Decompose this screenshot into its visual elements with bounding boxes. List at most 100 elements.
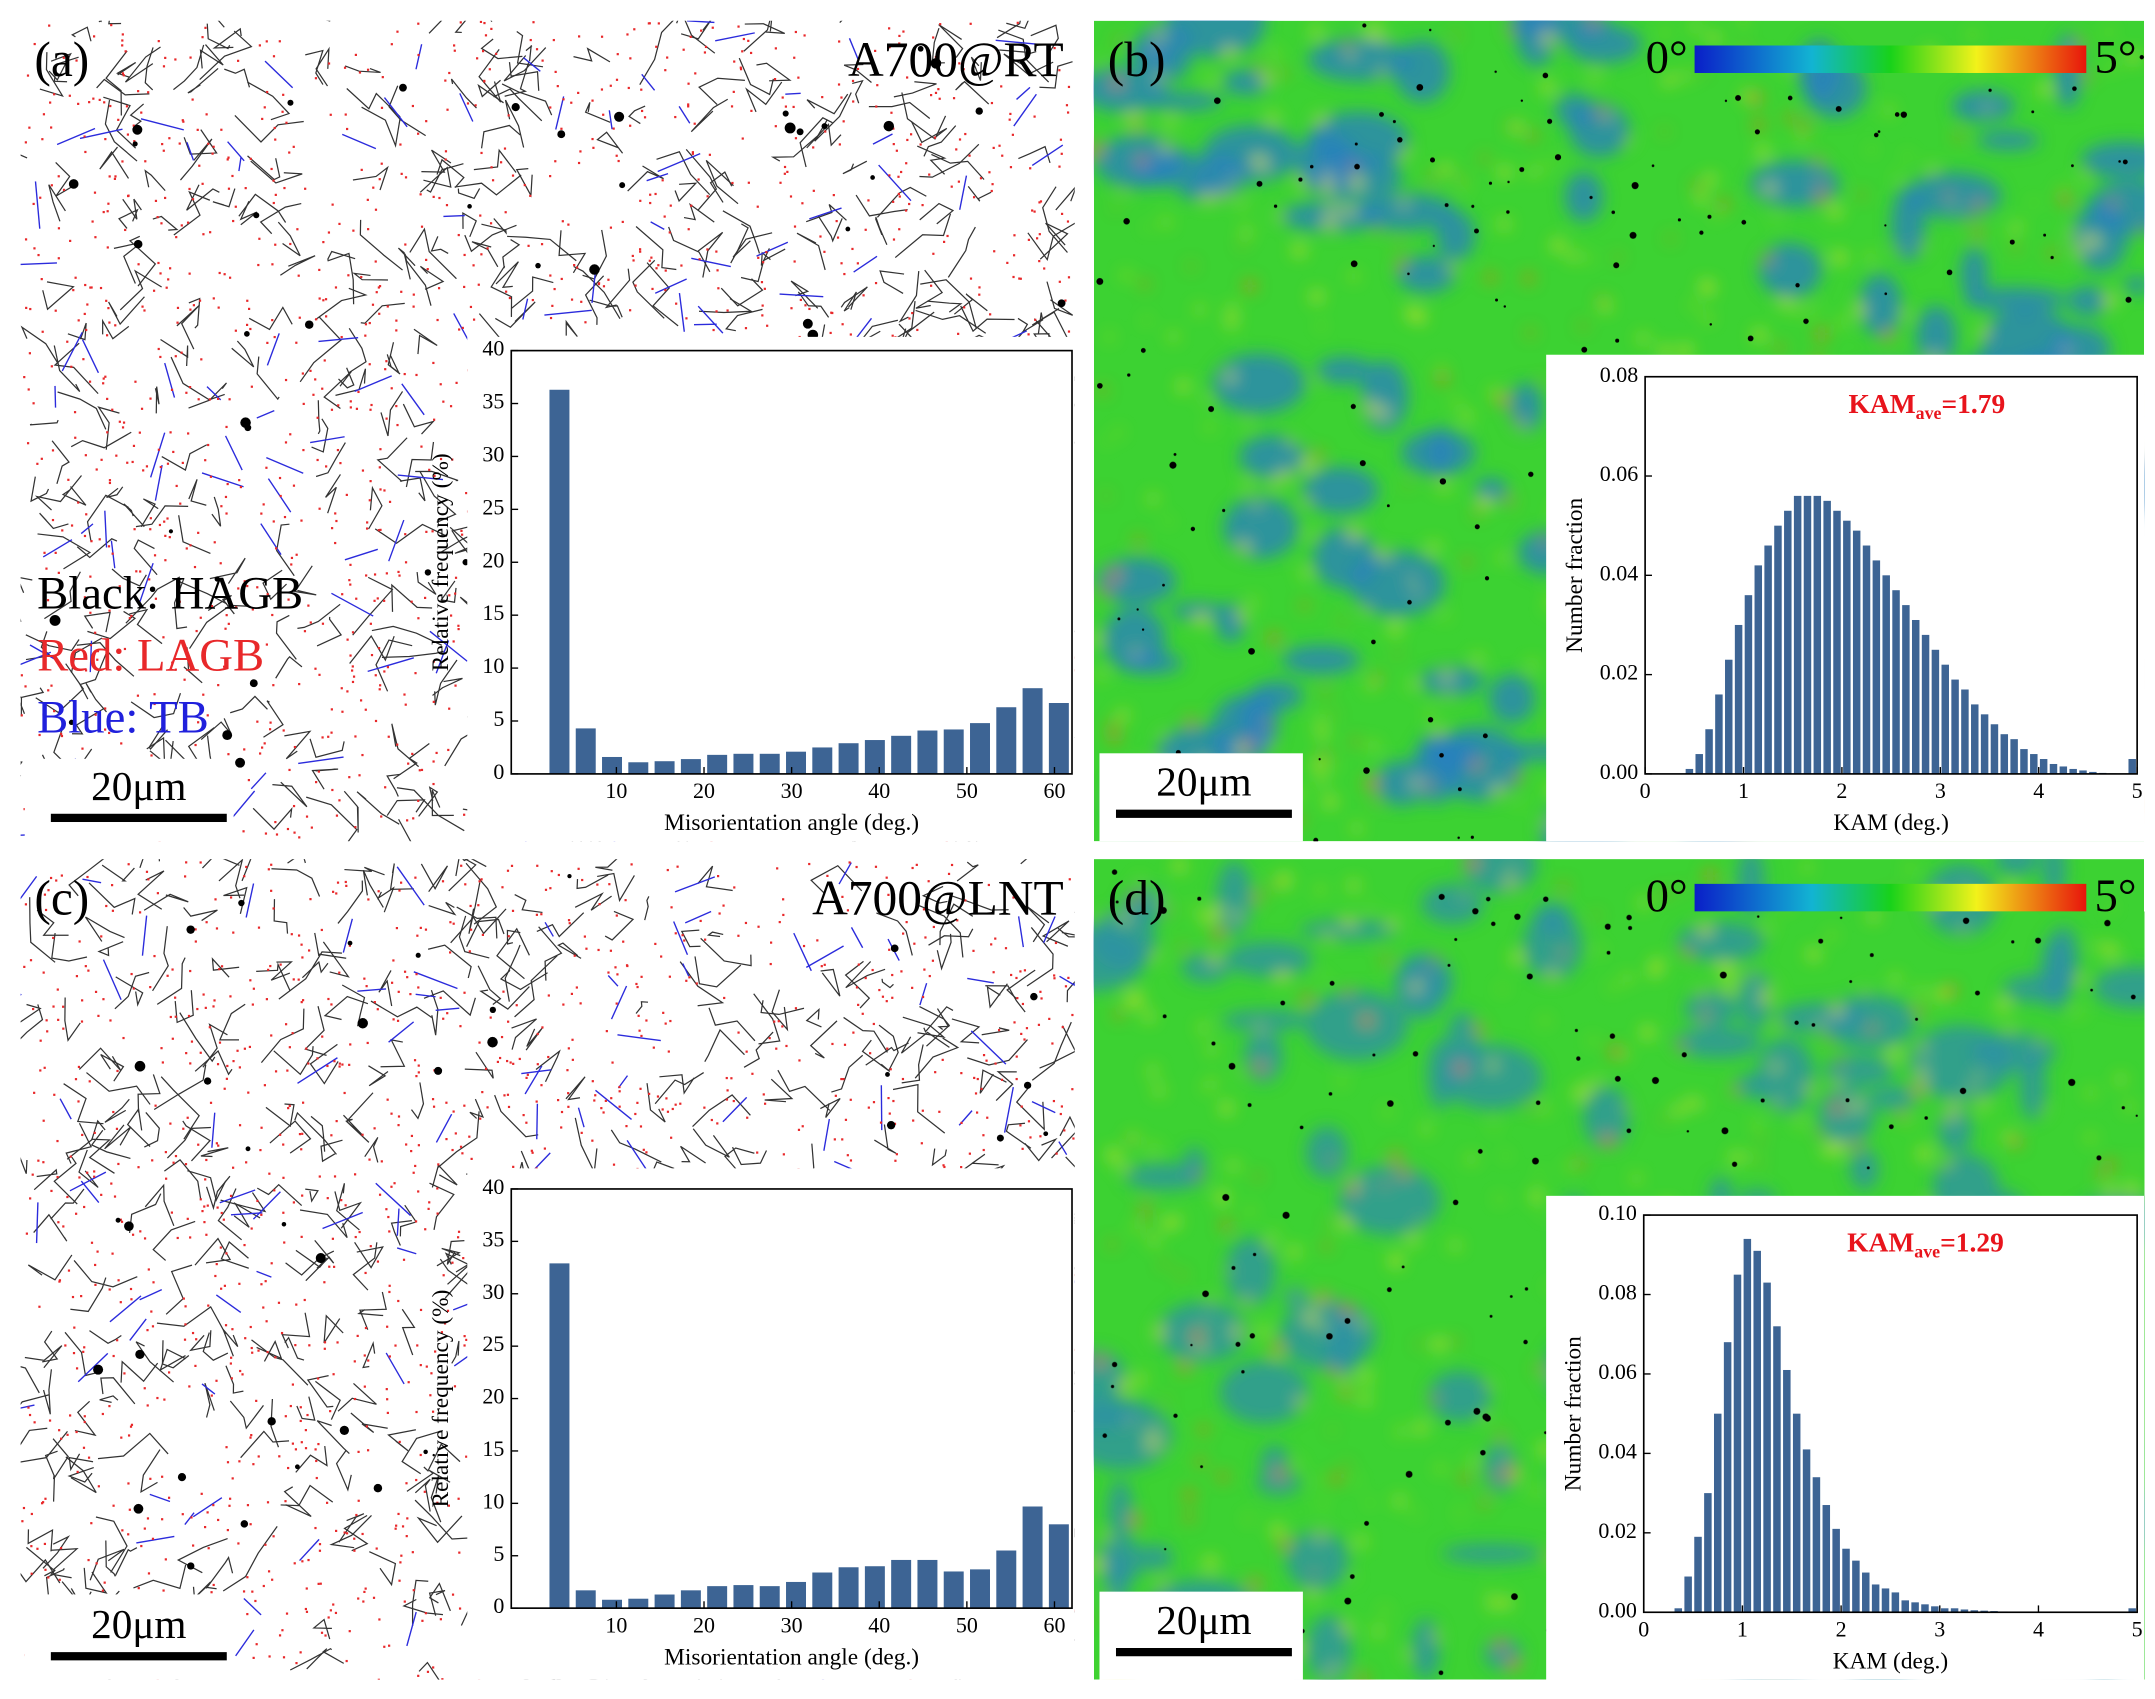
lagb-dot — [373, 573, 377, 576]
grain-boundary — [204, 1382, 215, 1418]
lagb-dot — [54, 551, 57, 554]
lagb-dot — [481, 933, 485, 936]
high-kam-speck — [1312, 759, 1325, 772]
lagb-dot — [147, 878, 150, 881]
lagb-dot — [20, 714, 23, 717]
lagb-dot — [451, 458, 454, 461]
lagb-dot — [229, 896, 233, 899]
lagb-dot — [261, 746, 264, 749]
lagb-dot — [138, 431, 141, 434]
twin-boundary — [141, 915, 148, 956]
lagb-dot — [270, 1262, 273, 1265]
lagb-dot — [100, 935, 103, 938]
lagb-dot — [1067, 330, 1071, 333]
lagb-dot — [127, 1434, 131, 1437]
low-kam-region — [1916, 305, 1957, 368]
lagb-dot — [832, 193, 835, 197]
lagb-dot — [784, 105, 788, 108]
lagb-dot — [433, 418, 436, 421]
lagb-dot — [401, 1525, 405, 1528]
high-kam-speck — [1159, 730, 1166, 737]
twin-boundary — [1016, 86, 1031, 100]
lagb-dot — [432, 760, 435, 763]
lagb-dot — [52, 1005, 55, 1008]
twin-boundary — [69, 1171, 107, 1192]
lagb-dot — [184, 875, 187, 878]
lagb-dot — [1012, 896, 1015, 899]
grain-boundary — [967, 185, 992, 202]
lagb-dot — [271, 613, 274, 617]
lagb-dot — [355, 1513, 358, 1517]
lagb-dot — [908, 202, 911, 206]
lagb-dot — [1019, 1124, 1022, 1127]
lagb-dot — [189, 1236, 192, 1239]
lagb-dot — [414, 672, 417, 675]
twin-boundary — [1003, 1087, 1014, 1133]
grain-boundary — [770, 134, 820, 162]
grain-boundary — [398, 818, 412, 842]
grain-boundary — [315, 442, 346, 478]
grain-boundary — [89, 1548, 125, 1581]
lagb-dot — [436, 1212, 439, 1215]
twin-boundary — [219, 1189, 256, 1204]
lagb-dot — [867, 1106, 870, 1109]
grain-boundary — [352, 272, 388, 281]
grain-boundary — [1030, 24, 1059, 54]
lagb-dot — [301, 956, 304, 959]
low-kam-region — [1564, 172, 1603, 222]
lagb-dot — [958, 62, 961, 65]
lagb-dot — [384, 368, 387, 371]
lagb-dot — [243, 875, 246, 878]
lagb-dot — [508, 296, 511, 300]
lagb-dot — [242, 1590, 246, 1593]
lagb-dot — [140, 407, 144, 410]
lagb-dot — [376, 1260, 380, 1263]
grain-boundary — [297, 603, 341, 629]
grain-boundary — [756, 62, 792, 82]
high-kam-speck — [1186, 716, 1196, 726]
twin-boundary — [610, 985, 628, 1020]
lagb-dot — [248, 1045, 252, 1049]
lagb-dot — [263, 1084, 266, 1087]
high-kam-speck — [1426, 782, 1433, 789]
lagb-dot — [344, 113, 347, 116]
grain-boundary — [437, 1111, 480, 1168]
lagb-dot — [288, 1104, 291, 1107]
grain-boundary — [179, 1012, 216, 1063]
high-kam-speck — [1111, 77, 1123, 89]
lagb-dot — [95, 1562, 98, 1565]
lagb-dot — [254, 1599, 257, 1603]
grain-boundary — [874, 216, 888, 246]
grain-boundary — [200, 1147, 229, 1158]
grain-boundary — [454, 174, 522, 196]
grain-boundary — [118, 208, 139, 229]
twin-boundary — [1013, 93, 1037, 127]
twin-boundary — [297, 1057, 338, 1084]
low-kam-region — [1167, 20, 1266, 58]
lagb-dot — [83, 534, 87, 538]
grain-boundary — [936, 1008, 950, 1031]
black-spot — [557, 130, 566, 139]
grain-boundary — [354, 1241, 384, 1269]
twin-boundary — [919, 982, 928, 1006]
lagb-dot — [615, 914, 618, 917]
lagb-dot — [506, 1093, 510, 1096]
lagb-dot — [417, 132, 420, 135]
lagb-dot — [1053, 974, 1056, 977]
black-spot — [1379, 111, 1384, 117]
lagb-dot — [318, 297, 321, 300]
lagb-dot — [251, 608, 254, 611]
lagb-dot — [650, 256, 653, 259]
high-kam-speck — [1386, 555, 1392, 561]
lagb-dot — [368, 321, 371, 325]
twin-boundary — [756, 241, 789, 257]
grain-boundary — [810, 864, 863, 894]
lagb-dot — [108, 479, 112, 482]
lagb-dot — [88, 101, 91, 104]
lagb-dot — [326, 1064, 329, 1068]
lagb-dot — [874, 281, 878, 285]
lagb-dot — [451, 1261, 454, 1264]
lagb-dot — [43, 893, 47, 896]
lagb-dot — [281, 1629, 284, 1632]
grain-boundary — [79, 652, 108, 700]
